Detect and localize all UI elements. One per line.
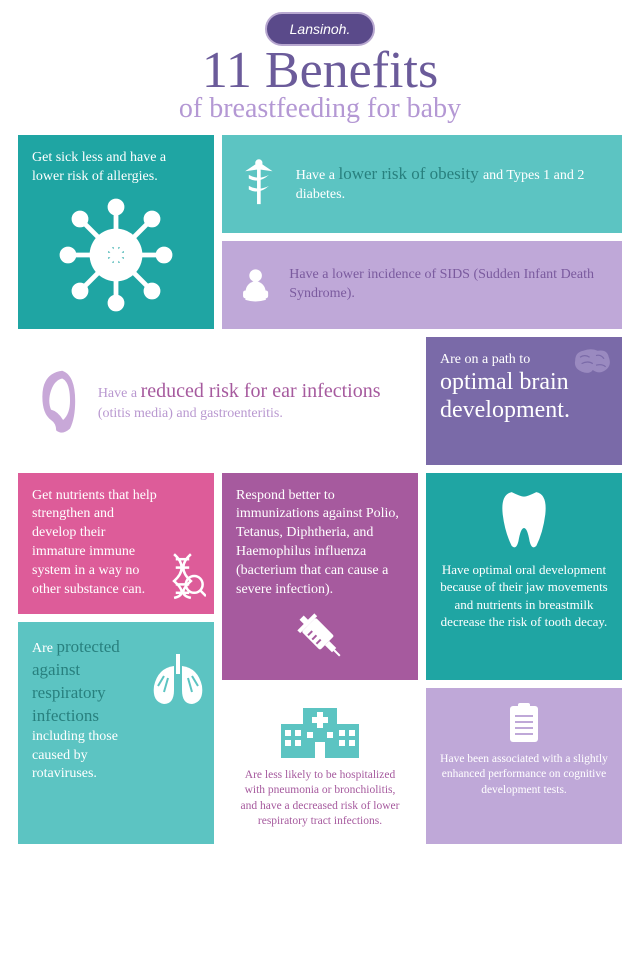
tile-immunizations: Respond better to immunizations against … xyxy=(222,473,418,680)
tile-grid: Get sick less and have a lower risk of a… xyxy=(18,135,622,852)
tile-respiratory: Are protected against respiratory infect… xyxy=(18,622,214,844)
tile-text: Get nutrients that help strengthen and d… xyxy=(32,487,160,600)
brand-logo: Lansinoh. xyxy=(265,12,375,46)
page-title: 11 Benefits xyxy=(18,48,622,95)
syringe-icon xyxy=(290,606,350,666)
tile-oral-dev: Have optimal oral development because of… xyxy=(426,473,622,680)
clipboard-icon xyxy=(507,702,541,744)
baby-icon xyxy=(236,262,275,308)
tile-text: Are protected against respiratory infect… xyxy=(32,636,144,784)
tile-cognitive: Have been associated with a slightly enh… xyxy=(426,688,622,844)
tile-text: Have a lower risk of obesity and Types 1… xyxy=(296,163,608,205)
medical-icon xyxy=(236,156,282,212)
infographic: Lansinoh. 11 Benefits of breastfeeding f… xyxy=(0,0,640,960)
tile-brain-dev: Are on a path tooptimal brain developmen… xyxy=(426,337,622,465)
page-subtitle: of breastfeeding for baby xyxy=(18,93,622,125)
tile-text: Respond better to immunizations against … xyxy=(236,487,404,600)
tile-text: Have a reduced risk for ear infections (… xyxy=(98,378,404,424)
tile-hospitalized: Are less likely to be hospitalized with … xyxy=(222,688,418,844)
tile-text: Get sick less and have a lower risk of a… xyxy=(32,149,200,187)
tile-text: Have a lower incidence of SIDS (Sudden I… xyxy=(289,266,608,304)
tile-sids: Have a lower incidence of SIDS (Sudden I… xyxy=(222,241,622,329)
dna-icon xyxy=(164,550,206,602)
tile-obesity: Have a lower risk of obesity and Types 1… xyxy=(222,135,622,233)
tile-text: Are on a path tooptimal brain developmen… xyxy=(440,351,572,425)
tile-text: Have been associated with a slightly enh… xyxy=(440,752,608,799)
tile-allergies: Get sick less and have a lower risk of a… xyxy=(18,135,214,329)
tile-immune-system: Get nutrients that help strengthen and d… xyxy=(18,473,214,614)
tooth-icon xyxy=(496,487,552,551)
ear-icon xyxy=(32,351,84,451)
tile-ear-infections: Have a reduced risk for ear infections (… xyxy=(18,337,418,465)
hospital-icon xyxy=(275,702,365,762)
tile-text: Are less likely to be hospitalized with … xyxy=(236,768,404,830)
lungs-icon xyxy=(148,652,208,708)
brain-icon xyxy=(572,347,612,377)
tile-text: Have optimal oral development because of… xyxy=(440,561,608,631)
virus-icon xyxy=(56,195,176,315)
